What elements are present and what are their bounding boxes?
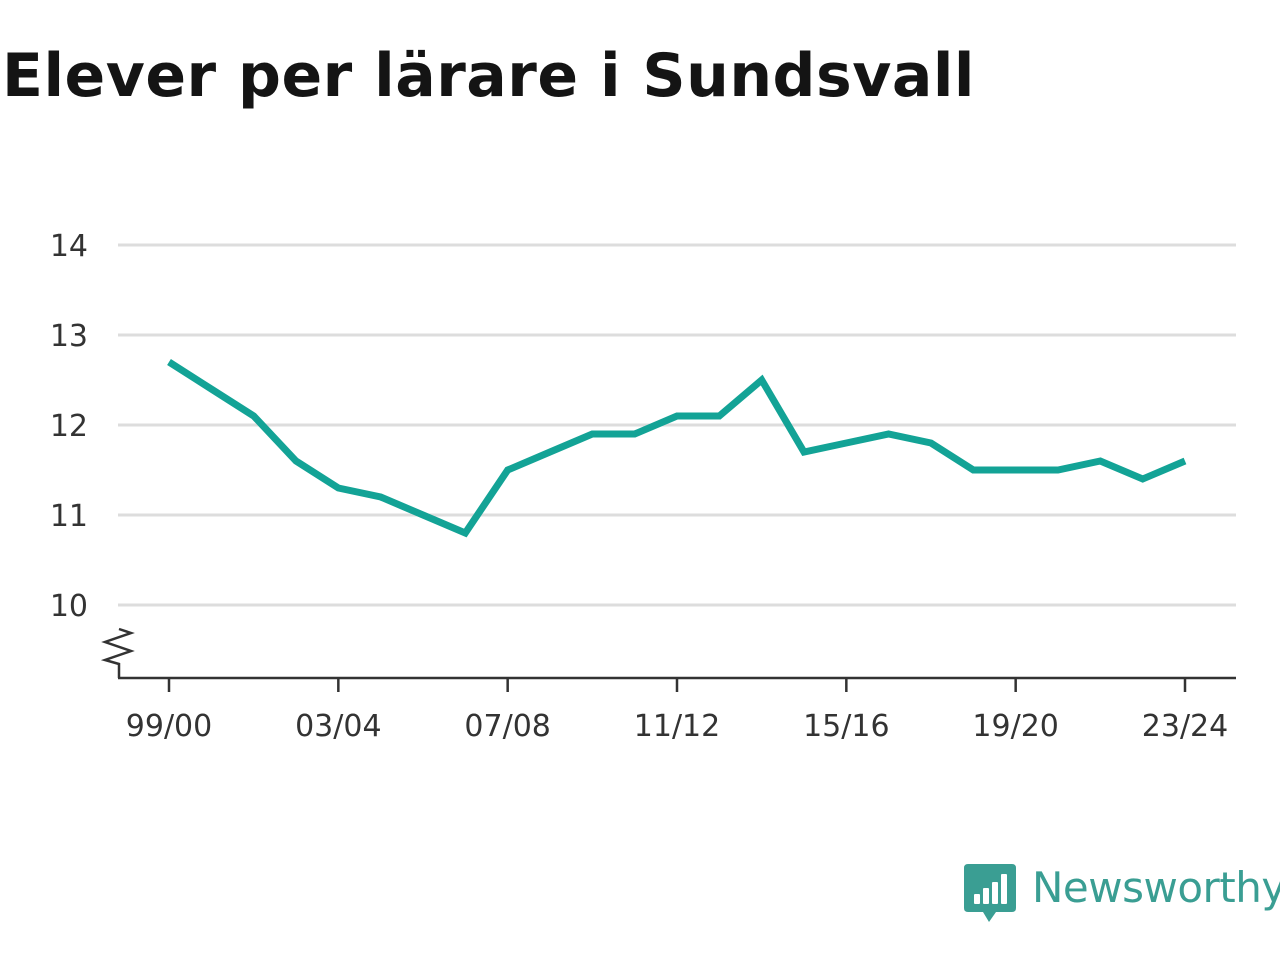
- data-point-19-20: [1013, 467, 1019, 473]
- data-point-16-17: [886, 431, 892, 437]
- data-point-13-14: [759, 377, 765, 383]
- series-layer: [166, 359, 1188, 538]
- y-tick-label-13: 13: [50, 319, 88, 354]
- data-point-17-18: [928, 440, 934, 446]
- x-tick-label-99/00: 99/00: [126, 709, 212, 744]
- data-point-22-23: [1140, 476, 1146, 482]
- data-point-23-24: [1182, 458, 1188, 464]
- data-point-07-08: [505, 467, 511, 473]
- x-tick-label-11/12: 11/12: [634, 709, 720, 744]
- data-point-18-19: [970, 467, 976, 473]
- y-tick-label-10: 10: [50, 589, 88, 624]
- data-point-14-15: [801, 449, 807, 455]
- data-point-11-12: [674, 413, 680, 419]
- x-tick-label-15/16: 15/16: [803, 709, 889, 744]
- data-point-05-06: [420, 512, 426, 518]
- data-point-20-21: [1055, 467, 1061, 473]
- gridlines: [118, 243, 1236, 607]
- data-point-08-09: [547, 449, 553, 455]
- y-tick-label-11: 11: [50, 499, 88, 534]
- y-tick-label-12: 12: [50, 409, 88, 444]
- data-point-10-11: [632, 431, 638, 437]
- y-axis-break-icon: [100, 627, 135, 678]
- data-point-06-07: [462, 530, 468, 536]
- x-tick-labels: 99/00 03/04 07/08 11/12 15/16 19/20 23/24: [126, 709, 1228, 744]
- data-point-02-03: [293, 458, 299, 464]
- data-point-01-02: [251, 413, 257, 419]
- x-tick-label-19/20: 19/20: [972, 709, 1058, 744]
- x-tick-label-07/08: 07/08: [464, 709, 550, 744]
- y-tick-label-14: 14: [50, 229, 88, 264]
- data-point-99-00: [166, 359, 172, 365]
- brand-name: Newsworthy: [1032, 863, 1280, 912]
- x-tick-label-23/24: 23/24: [1142, 709, 1228, 744]
- data-point-21-22: [1097, 458, 1103, 464]
- newsworthy-logo: Newsworthy: [964, 864, 1280, 926]
- data-point-04-05: [378, 494, 384, 500]
- data-point-12-13: [716, 413, 722, 419]
- data-point-00-01: [208, 386, 214, 392]
- chart-title: Elever per lärare i Sundsvall: [2, 41, 975, 111]
- x-axis: [100, 627, 1236, 692]
- data-point-15-16: [843, 440, 849, 446]
- data-point-09-10: [589, 431, 595, 437]
- y-tick-labels: 10 11 12 13 14: [50, 229, 88, 624]
- series-line: [167, 359, 1187, 538]
- data-point-03-04: [335, 485, 341, 491]
- bar-chart-speech-bubble-icon: [964, 864, 1016, 922]
- x-tick-label-03/04: 03/04: [295, 709, 381, 744]
